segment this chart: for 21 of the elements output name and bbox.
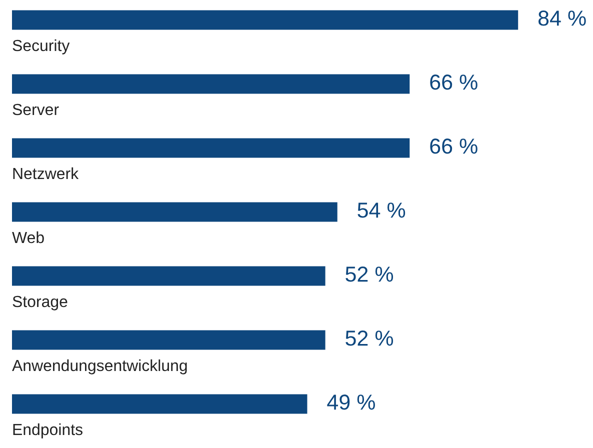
bar bbox=[12, 202, 338, 222]
y-tick-label: Netzwerk bbox=[13, 167, 79, 180]
bar bbox=[12, 266, 326, 286]
data-label: 49 % bbox=[327, 394, 375, 410]
bar bbox=[12, 138, 410, 158]
bar bbox=[12, 10, 518, 30]
y-tick-label: Endpoints bbox=[13, 423, 82, 438]
y-tick-label: Web bbox=[12, 231, 44, 244]
data-label: 54 % bbox=[358, 202, 406, 218]
y-tick-label: Anwendungsentwicklung bbox=[12, 359, 187, 374]
y-tick-label: Storage bbox=[12, 296, 68, 310]
data-label: 66 % bbox=[430, 74, 478, 90]
y-tick-label: Server bbox=[12, 104, 59, 116]
data-label: 66 % bbox=[430, 138, 478, 154]
bar bbox=[12, 394, 308, 414]
y-tick-label: Security bbox=[12, 39, 70, 54]
data-label: 84 % bbox=[538, 10, 586, 26]
bar bbox=[12, 74, 410, 94]
bar bbox=[12, 330, 326, 350]
data-label: 52 % bbox=[346, 330, 394, 346]
data-label: 52 % bbox=[346, 266, 394, 282]
